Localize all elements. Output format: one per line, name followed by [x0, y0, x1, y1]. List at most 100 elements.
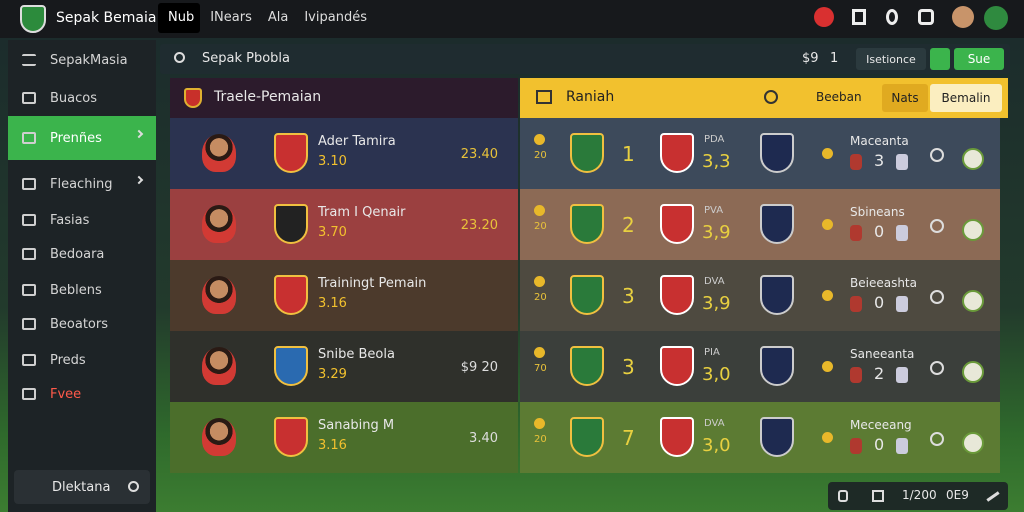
club-crest	[660, 346, 694, 386]
club-crest	[274, 417, 308, 457]
rank: 3	[622, 284, 635, 308]
nav-item[interactable]: Preds	[8, 342, 156, 378]
button-icon[interactable]	[930, 48, 950, 70]
filter[interactable]: Isetionce	[856, 48, 926, 70]
player-avatar	[202, 347, 236, 385]
club-crest	[570, 275, 604, 315]
nav-item[interactable]: Buacos	[8, 80, 156, 116]
ranking-row[interactable]: 20 3 DVA 3,9 Beieeashta 0	[520, 260, 1000, 331]
tab[interactable]: Nats	[882, 84, 928, 112]
ranking-row[interactable]: 20 7 DVA 3,0 Meceeang 0	[520, 402, 1000, 473]
icon[interactable]	[886, 9, 898, 25]
avatar[interactable]	[952, 6, 974, 28]
club-crest	[660, 275, 694, 315]
nav-item[interactable]: Fasias	[8, 202, 156, 238]
button[interactable]: Sue	[954, 48, 1004, 70]
player-row[interactable]: Sanabing M 3.16 3.40	[170, 402, 518, 473]
trophy	[962, 290, 984, 312]
player-row[interactable]: Tram I Qenair 3.70 23.20	[170, 189, 518, 260]
team-name: Maceanta	[850, 134, 909, 148]
icon	[22, 178, 36, 190]
score: 3,0	[702, 435, 731, 456]
icon	[22, 132, 36, 144]
top-bar: Sepak Bemaia Nub INears Ala Ivipandés	[0, 0, 1024, 38]
club-crest	[570, 417, 604, 457]
nav-item[interactable]: Ivipandés	[304, 10, 367, 25]
ranking-panel: Raniah Beeban Nats Bemalin 20 1 PDA 3,3 Mace…	[520, 78, 1008, 473]
player-score: $9 20	[460, 360, 498, 375]
player-row[interactable]: Snibe Beola 3.29 $9 20	[170, 331, 518, 402]
player-score: 23.40	[460, 147, 498, 162]
nav-item[interactable]: INears	[210, 10, 252, 25]
search-input[interactable]: Sepak Pbobla	[202, 51, 291, 66]
filter[interactable]: Beeban	[816, 90, 862, 104]
rank: 2	[622, 213, 635, 237]
player-rating: 3.16	[318, 438, 347, 453]
tag: PDA	[704, 134, 725, 145]
icon	[22, 248, 36, 260]
coin	[534, 347, 545, 358]
nav-item[interactable]: Beblens	[8, 272, 156, 308]
coin	[534, 134, 545, 145]
nav-item[interactable]: Prenñes	[8, 116, 156, 160]
sidebar: SepakMasia Dlektana Buacos Prenñes Fleachi…	[8, 40, 156, 512]
nav-item[interactable]: Ala	[267, 10, 289, 25]
ranking-row[interactable]: 20 2 PVA 3,9 Sbineans 0	[520, 189, 1000, 260]
brand: Sepak Bemaia	[56, 10, 157, 26]
label: Preds	[50, 352, 86, 368]
club-crest	[660, 204, 694, 244]
ranking-row[interactable]: 20 1 PDA 3,3 Maceanta 3	[520, 118, 1000, 189]
trophy	[962, 432, 984, 454]
avatar	[850, 438, 862, 454]
nav-item[interactable]: Fvee	[8, 376, 156, 412]
stat-icon	[930, 148, 944, 162]
club-crest	[274, 275, 308, 315]
icon[interactable]	[814, 7, 834, 27]
nav-item[interactable]: Nub	[168, 10, 195, 25]
icon	[22, 214, 36, 226]
panel-header: Traele-Pemaian	[170, 78, 518, 118]
coin	[534, 205, 545, 216]
sidebar-title[interactable]: SepakMasia	[8, 42, 156, 78]
label: SepakMasia	[50, 52, 128, 68]
player-score: 23.20	[460, 218, 498, 233]
score: 3,9	[702, 293, 731, 314]
stat-icon	[930, 361, 944, 375]
player-name: Trainingt Pemain	[318, 276, 427, 291]
stat-icon	[930, 432, 944, 446]
nav-item[interactable]: Bedoara	[8, 236, 156, 272]
player-row[interactable]: Trainingt Pemain 3.16	[170, 260, 518, 331]
goals: 3	[874, 151, 885, 170]
goals: 0	[874, 222, 885, 241]
label: Beblens	[50, 282, 102, 298]
label: Fvee	[50, 386, 82, 402]
profile[interactable]	[984, 6, 1008, 30]
player-rating: 3.70	[318, 225, 347, 240]
search-bar: Sepak Pbobla $9 1 Isetionce Sue	[160, 44, 1010, 74]
label: Bedoara	[50, 246, 105, 262]
icon[interactable]	[918, 9, 934, 25]
badge	[822, 432, 833, 443]
logo	[20, 5, 46, 33]
icon	[22, 388, 36, 400]
search-icon	[174, 52, 185, 63]
club-crest	[274, 204, 308, 244]
ranking-row[interactable]: 70 3 PIA 3,0 Saneeanta 2	[520, 331, 1000, 402]
label: Beoators	[50, 316, 109, 332]
player-row[interactable]: Ader Tamira 3.10 23.40	[170, 118, 518, 189]
tag: DVA	[704, 418, 725, 429]
points: 20	[534, 221, 547, 232]
player-name: Ader Tamira	[318, 134, 396, 149]
club-crest	[274, 346, 308, 386]
icon[interactable]	[852, 9, 866, 25]
tab-active[interactable]: Bemalin	[930, 84, 1002, 112]
score: 3,0	[702, 364, 731, 385]
player-avatar	[202, 205, 236, 243]
trophy	[962, 219, 984, 241]
panel-title: Traele-Pemaian	[214, 89, 322, 105]
rank: 3	[622, 355, 635, 379]
nav-item[interactable]: Fleaching	[8, 166, 156, 202]
nav-item[interactable]: Beoators	[8, 306, 156, 342]
sidebar-footer[interactable]: Dlektana	[14, 470, 150, 504]
